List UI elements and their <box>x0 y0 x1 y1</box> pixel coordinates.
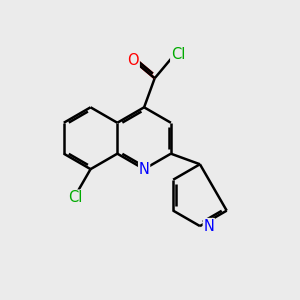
Text: Cl: Cl <box>68 190 83 205</box>
Text: N: N <box>203 219 214 234</box>
Text: Cl: Cl <box>171 47 185 62</box>
Text: O: O <box>128 53 139 68</box>
Text: N: N <box>139 162 149 177</box>
